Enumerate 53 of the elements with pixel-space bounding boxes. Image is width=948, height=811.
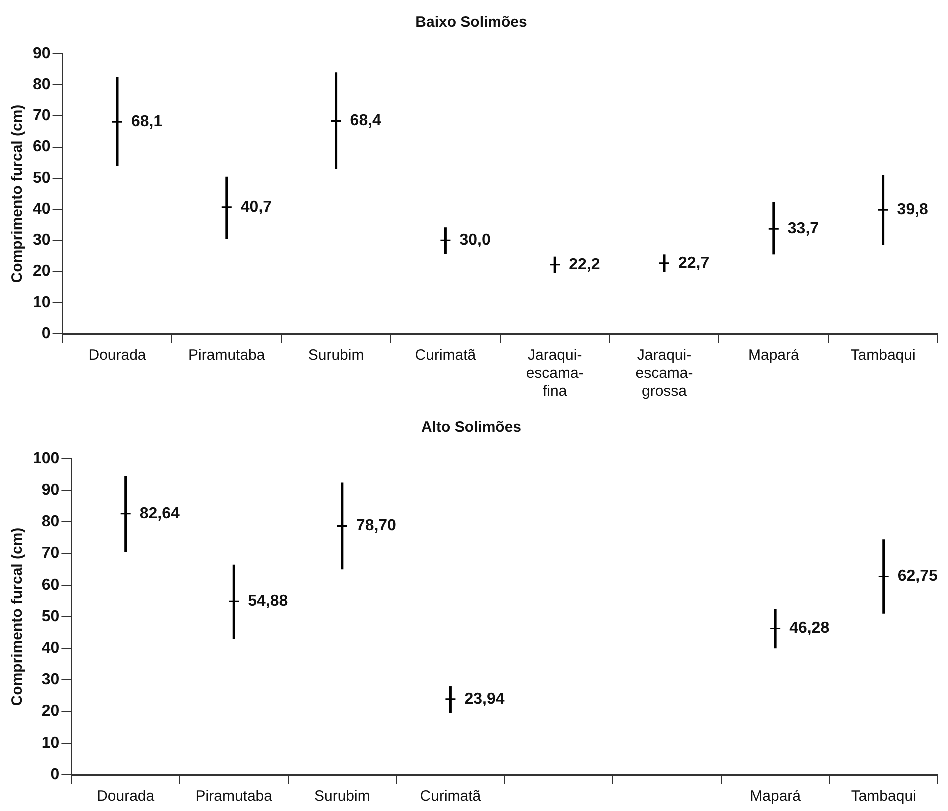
y-tick-label: 20 (42, 703, 60, 720)
x-tick-label: Dourada (97, 788, 156, 806)
y-tick-label: 80 (33, 76, 51, 94)
y-tick-label: 40 (42, 640, 60, 658)
y-tick-label: 30 (33, 232, 51, 250)
x-tick-label: Surubim (308, 347, 364, 364)
chart-title: Baixo Solimões (416, 14, 528, 32)
chart-title: Alto Solimões (421, 419, 522, 436)
y-tick-label: 20 (33, 263, 51, 280)
y-tick-label: 30 (42, 672, 60, 689)
data-label: 82,64 (140, 505, 180, 522)
y-tick-label: 40 (33, 200, 51, 218)
x-tick-label: Piramutaba (196, 788, 274, 806)
data-label: 39,8 (897, 202, 929, 219)
y-tick-label: 10 (42, 734, 60, 752)
y-tick-label: 50 (33, 170, 51, 187)
y-axis-title: Comprimento furcal (cm) (9, 104, 26, 284)
x-tick-label: Tambaqui (850, 347, 916, 364)
x-tick-label: Mapará (748, 347, 800, 364)
y-tick-label: 50 (42, 608, 60, 626)
data-label: 40,7 (240, 198, 272, 216)
y-tick-label: 90 (42, 482, 60, 500)
y-tick-label: 10 (33, 294, 51, 312)
data-label: 54,88 (248, 592, 288, 610)
y-tick-label: 100 (32, 450, 60, 468)
x-tick-label: Jaraqui-escama-grossa (636, 347, 694, 400)
data-label: 33,7 (788, 220, 820, 238)
y-tick-label: 70 (33, 108, 51, 125)
data-label: 62,75 (898, 568, 938, 586)
data-label: 23,94 (464, 690, 505, 708)
x-tick-label: Curimatã (420, 788, 482, 806)
x-tick-label: Tambaqui (851, 788, 916, 806)
y-tick-label: 80 (42, 514, 60, 531)
y-tick-label: 70 (42, 545, 60, 562)
y-tick-label: 0 (50, 766, 60, 784)
x-tick-label: Jaraqui-escama-fina (526, 347, 584, 400)
data-label: 78,70 (356, 518, 397, 535)
data-label: 46,28 (790, 620, 830, 638)
data-label: 22,7 (678, 254, 710, 272)
data-label: 22,2 (569, 256, 600, 274)
y-tick-label: 90 (33, 45, 51, 62)
x-tick-label: Mapará (750, 788, 802, 806)
x-tick-label: Dourada (88, 347, 147, 364)
y-tick-label: 0 (42, 325, 51, 342)
x-tick-label: Surubim (314, 788, 370, 806)
x-tick-label: Curimatã (415, 347, 477, 364)
data-label: 68,4 (350, 112, 382, 130)
y-axis-title: Comprimento furcal (cm) (9, 528, 26, 706)
y-tick-label: 60 (33, 138, 51, 156)
y-tick-label: 60 (42, 576, 60, 594)
x-tick-label: Piramutaba (188, 347, 266, 364)
data-label: 30,0 (460, 232, 491, 250)
data-label: 68,1 (131, 114, 163, 131)
